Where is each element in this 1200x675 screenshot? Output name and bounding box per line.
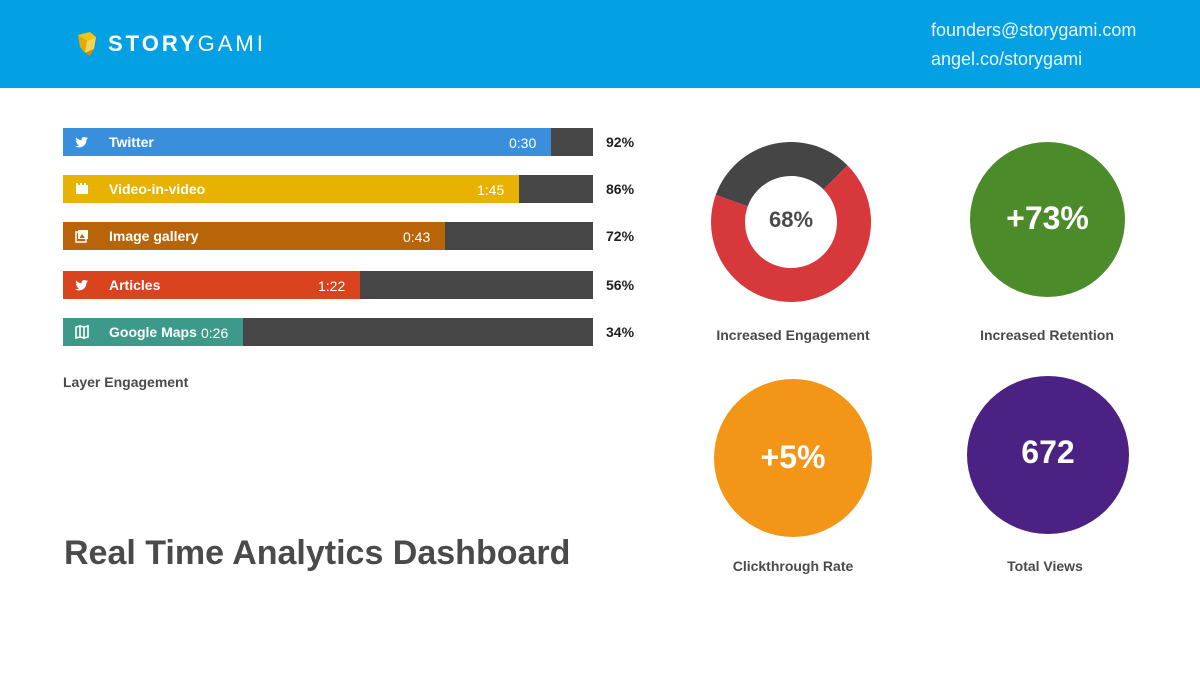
donut-label: Increased Engagement bbox=[716, 327, 870, 343]
bar-time-label: 1:22 bbox=[318, 278, 346, 294]
header-bar: STORYGAMI founders@storygami.com angel.c… bbox=[0, 0, 1200, 88]
bar-row: Twitter 0:30 92% bbox=[63, 128, 634, 156]
bar-time-label: 1:45 bbox=[477, 182, 505, 198]
clickthrough-circle: +5% bbox=[714, 379, 872, 537]
bar bbox=[63, 175, 519, 203]
retention-circle: +73% bbox=[970, 142, 1125, 297]
bar-label: Articles bbox=[109, 277, 161, 293]
origami-bird-icon bbox=[78, 32, 96, 56]
total-views-circle: 672 bbox=[967, 376, 1129, 534]
bar-value-label: 86% bbox=[606, 181, 635, 197]
bar-time-label: 0:26 bbox=[201, 325, 229, 341]
bar-row: Google Maps 0:26 34% bbox=[63, 318, 634, 346]
video-icon bbox=[75, 182, 89, 196]
bar-label: Video-in-video bbox=[109, 181, 206, 197]
retention-value: +73% bbox=[1006, 200, 1089, 236]
image-icon bbox=[75, 229, 89, 243]
contact-email[interactable]: founders@storygami.com bbox=[931, 20, 1137, 40]
clickthrough-label: Clickthrough Rate bbox=[732, 558, 854, 574]
bar bbox=[63, 128, 551, 156]
map-icon bbox=[75, 324, 89, 340]
clickthrough-value: +5% bbox=[760, 439, 826, 475]
bar-value-label: 34% bbox=[606, 324, 635, 340]
bar bbox=[63, 318, 243, 346]
bar bbox=[63, 271, 360, 299]
bar-row: Articles 1:22 56% bbox=[63, 271, 634, 299]
bar-label: Twitter bbox=[109, 134, 154, 150]
twitter-icon bbox=[75, 135, 89, 149]
engagement-donut: 68% bbox=[711, 141, 871, 302]
brand-bold: STORY bbox=[108, 31, 198, 56]
bar-label: Google Maps bbox=[109, 324, 197, 340]
page-title: Real Time Analytics Dashboard bbox=[64, 534, 571, 572]
donut-remainder-slice bbox=[715, 141, 848, 207]
total-views-label: Total Views bbox=[1007, 558, 1083, 574]
donut-chart bbox=[711, 141, 871, 302]
bar-time-label: 0:43 bbox=[403, 229, 431, 245]
twitter-icon bbox=[75, 278, 89, 292]
retention-label: Increased Retention bbox=[980, 327, 1114, 343]
bar-row: Video-in-video 1:45 86% bbox=[63, 175, 634, 203]
donut-engagement-slice bbox=[711, 165, 871, 302]
bar-label: Image gallery bbox=[109, 228, 199, 244]
bar bbox=[63, 222, 445, 250]
bar-value-label: 92% bbox=[606, 134, 635, 150]
total-views-value: 672 bbox=[1021, 434, 1075, 470]
brand-light: GAMI bbox=[197, 31, 266, 56]
bar-value-label: 56% bbox=[606, 277, 635, 293]
storygami-logo[interactable]: STORYGAMI bbox=[76, 28, 266, 60]
contact-url[interactable]: angel.co/storygami bbox=[931, 49, 1083, 69]
brand-name: STORYGAMI bbox=[108, 31, 266, 57]
bar-time-label: 0:30 bbox=[509, 135, 537, 151]
bar-row: Image gallery 0:43 72% bbox=[63, 222, 634, 250]
contact-info: founders@storygami.com angel.co/storygam… bbox=[931, 16, 1136, 74]
donut-value: 68% bbox=[768, 207, 814, 232]
chart-title: Layer Engagement bbox=[63, 374, 189, 390]
bar-value-label: 72% bbox=[606, 228, 635, 244]
